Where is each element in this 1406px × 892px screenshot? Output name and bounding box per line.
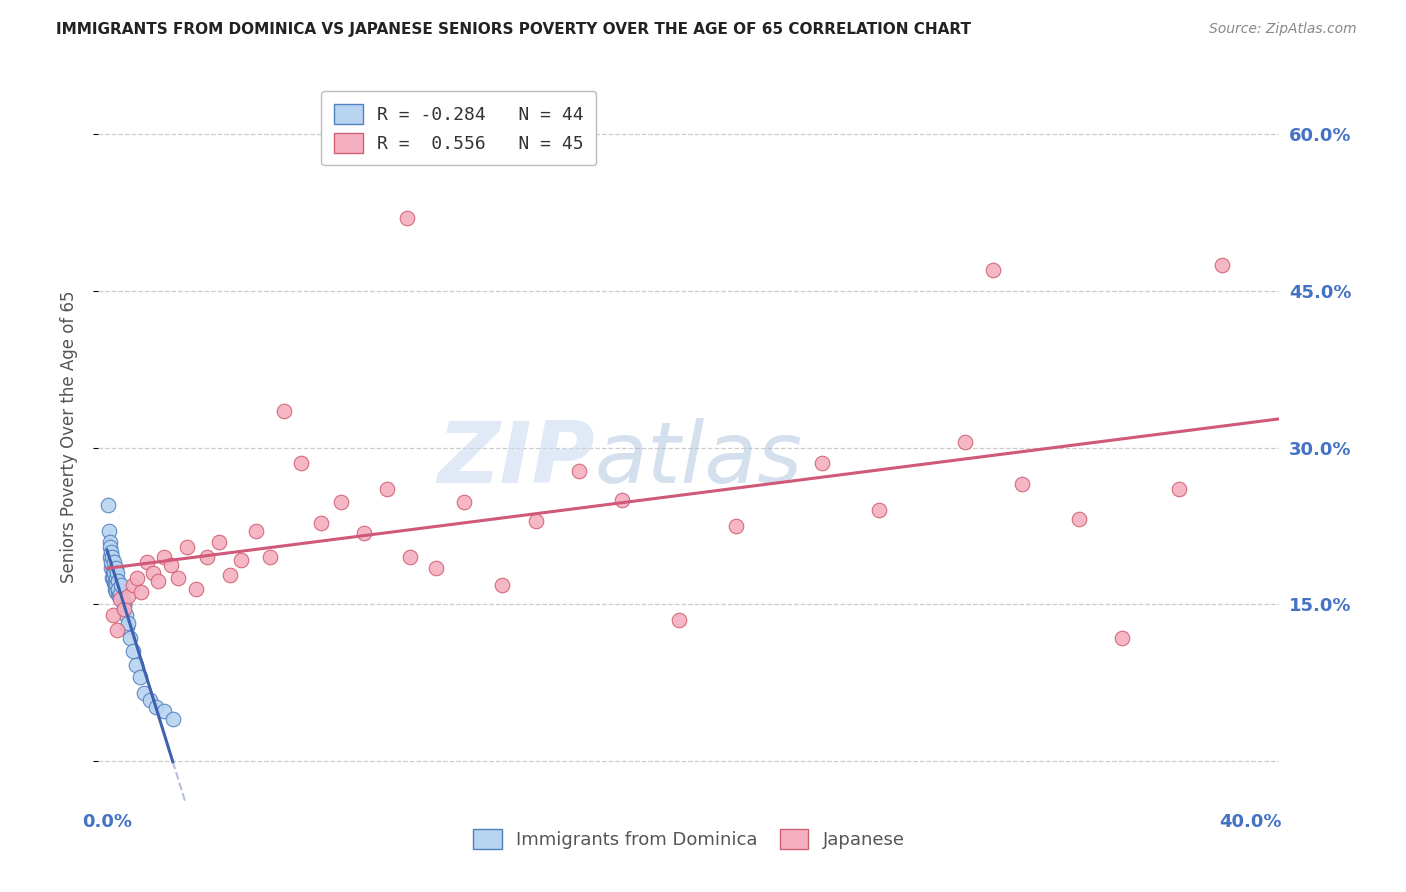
Point [110,592,132,607]
Point [98,534,121,549]
Point [195,550,218,565]
Point [353,526,375,541]
Point [868,503,890,517]
Point [101,607,124,622]
Point [107,587,129,601]
Point [453,495,475,509]
Point [103,556,125,570]
Point [105,578,128,592]
Point [491,578,513,592]
Point [811,456,834,470]
Point [104,560,127,574]
Point [160,558,183,572]
Point [104,582,127,596]
Point [100,540,122,554]
Point [98,524,121,538]
Point [112,599,135,614]
Point [105,624,128,638]
Point [108,589,131,603]
Point [145,699,167,714]
Point [953,435,976,450]
Point [290,456,312,470]
Point [121,578,143,592]
Point [524,514,547,528]
Point [1168,483,1191,497]
Point [983,263,1005,277]
Point [118,631,141,645]
Point [668,613,690,627]
Point [176,540,198,554]
Point [142,566,165,580]
Point [207,534,229,549]
Point [114,607,136,622]
Point [245,524,267,538]
Text: IMMIGRANTS FROM DOMINICA VS JAPANESE SENIORS POVERTY OVER THE AGE OF 65 CORRELAT: IMMIGRANTS FROM DOMINICA VS JAPANESE SEN… [56,22,972,37]
Point [111,592,134,607]
Point [219,568,242,582]
Point [98,550,121,565]
Point [115,620,138,634]
Point [1011,477,1033,491]
Point [97,498,120,512]
Point [725,519,748,533]
Text: atlas: atlas [595,417,803,500]
Point [396,211,419,225]
Point [103,576,125,591]
Point [425,560,447,574]
Legend: Immigrants from Dominica, Japanese: Immigrants from Dominica, Japanese [465,822,912,856]
Point [103,571,125,585]
Point [610,492,633,507]
Point [1069,511,1091,525]
Point [134,686,156,700]
Point [1211,258,1233,272]
Point [105,566,128,580]
Point [153,550,176,565]
Point [399,550,422,565]
Point [184,582,207,596]
Point [104,576,127,591]
Point [101,566,124,580]
Y-axis label: Seniors Poverty Over the Age of 65: Seniors Poverty Over the Age of 65 [59,291,77,583]
Point [104,571,127,585]
Point [101,571,124,585]
Point [311,516,333,530]
Point [568,463,591,477]
Point [273,404,295,418]
Point [117,589,139,603]
Point [100,556,122,570]
Point [117,616,139,631]
Point [167,571,190,585]
Point [330,495,353,509]
Point [375,483,398,497]
Point [108,587,131,601]
Point [107,574,129,589]
Point [101,550,124,565]
Point [112,602,135,616]
Point [1111,631,1133,645]
Point [110,578,132,592]
Point [153,704,176,718]
Point [108,592,131,607]
Point [139,693,162,707]
Point [112,597,135,611]
Point [125,571,148,585]
Point [121,644,143,658]
Point [107,582,129,596]
Point [131,584,153,599]
Point [162,712,184,726]
Point [231,553,253,567]
Text: ZIP: ZIP [437,417,595,500]
Text: Source: ZipAtlas.com: Source: ZipAtlas.com [1209,22,1357,37]
Point [100,545,122,559]
Point [103,566,125,580]
Point [136,556,159,570]
Point [100,560,122,574]
Point [124,657,146,672]
Point [128,670,150,684]
Point [259,550,281,565]
Point [105,584,128,599]
Point [148,574,170,589]
